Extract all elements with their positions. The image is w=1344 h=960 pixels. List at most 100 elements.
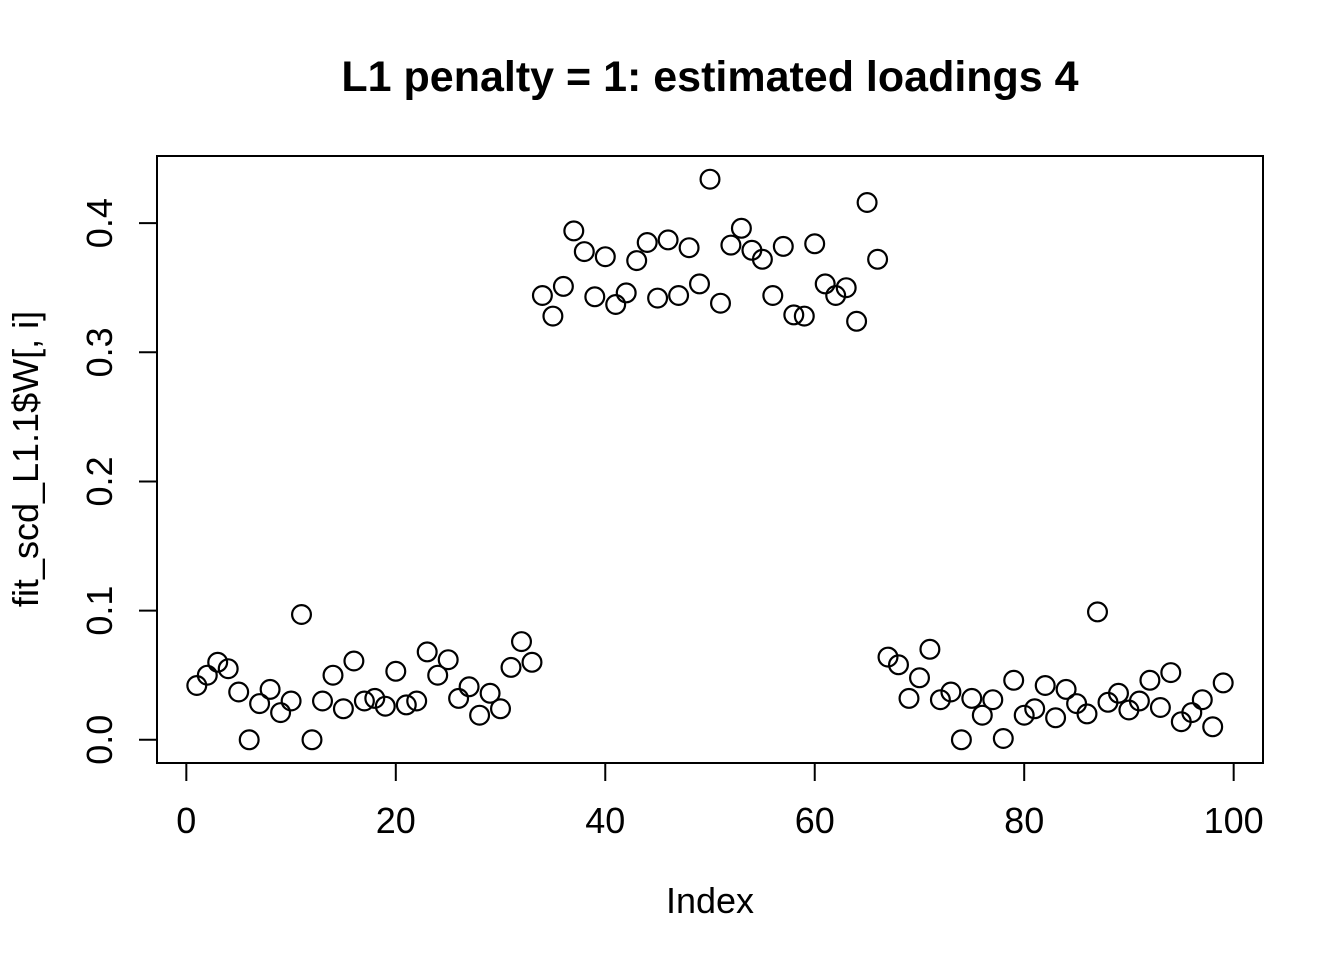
data-point: [699, 168, 721, 190]
plot-frame: [156, 155, 1264, 764]
data-point: [1024, 698, 1046, 720]
data-point: [437, 649, 459, 671]
data-point: [280, 690, 302, 712]
data-point: [1003, 669, 1025, 691]
y-tick-label: 0.0: [79, 715, 120, 765]
data-point: [1191, 689, 1213, 711]
x-tick-label: 60: [795, 800, 835, 841]
data-point: [1139, 669, 1161, 691]
data-point: [563, 220, 585, 242]
data-point: [688, 273, 710, 295]
data-point: [856, 192, 878, 214]
data-point: [186, 674, 208, 696]
y-tick-label: 0.2: [79, 456, 120, 506]
data-point: [982, 689, 1004, 711]
data-point: [772, 235, 794, 257]
data-point: [542, 305, 564, 327]
data-point: [678, 237, 700, 259]
data-point: [217, 658, 239, 680]
x-tick-label: 0: [176, 800, 196, 841]
data-point: [846, 310, 868, 332]
data-point: [908, 667, 930, 689]
data-point: [971, 704, 993, 726]
data-point: [804, 233, 826, 255]
data-point: [343, 650, 365, 672]
data-point: [594, 246, 616, 268]
data-point: [762, 285, 784, 307]
data-point: [353, 690, 375, 712]
data-point: [322, 664, 344, 686]
data-point: [490, 698, 512, 720]
data-point: [1066, 693, 1088, 715]
data-point: [605, 294, 627, 316]
x-tick-label: 20: [376, 800, 416, 841]
data-point: [992, 727, 1014, 749]
data-point: [416, 641, 438, 663]
y-tick-label: 0.1: [79, 586, 120, 636]
data-points: [186, 168, 1234, 751]
data-point: [1045, 707, 1067, 729]
data-point: [1034, 674, 1056, 696]
data-point: [1149, 696, 1171, 718]
data-point: [531, 285, 553, 307]
data-point: [479, 682, 501, 704]
data-point: [793, 305, 815, 327]
data-point: [312, 690, 334, 712]
data-point: [657, 229, 679, 251]
data-point: [228, 681, 250, 703]
data-point: [196, 664, 218, 686]
data-point: [270, 702, 292, 724]
data-point: [720, 234, 742, 256]
y-tick-label: 0.4: [79, 198, 120, 248]
x-tick-label: 80: [1004, 800, 1044, 841]
data-point: [238, 729, 260, 751]
data-point: [814, 273, 836, 295]
data-point: [950, 729, 972, 751]
y-axis: 0.0 0.1 0.2 0.3 0.4: [79, 198, 157, 765]
data-point: [584, 286, 606, 308]
data-point: [207, 651, 229, 673]
data-point: [898, 687, 920, 709]
data-point: [510, 631, 532, 653]
data-point: [1160, 662, 1182, 684]
data-point: [1181, 702, 1203, 724]
data-point: [521, 651, 543, 673]
data-point: [877, 646, 899, 668]
x-tick-label: 100: [1204, 800, 1264, 841]
data-point: [406, 690, 428, 712]
data-point: [259, 678, 281, 700]
data-point: [919, 638, 941, 660]
data-point: [929, 689, 951, 711]
data-point: [961, 687, 983, 709]
data-point: [332, 698, 354, 720]
data-point: [458, 676, 480, 698]
data-point: [867, 248, 889, 270]
data-point: [374, 695, 396, 717]
data-point: [783, 304, 805, 326]
data-point: [1202, 716, 1224, 738]
data-point: [835, 277, 857, 299]
y-tick-label: 0.3: [79, 327, 120, 377]
x-axis-label: Index: [666, 880, 754, 921]
data-point: [647, 287, 669, 309]
data-point: [1107, 682, 1129, 704]
data-point: [301, 729, 323, 751]
data-point: [364, 687, 386, 709]
data-point: [1212, 672, 1234, 694]
data-point: [552, 275, 574, 297]
y-axis-label: fit_scd_L1.1$W[, i]: [5, 311, 46, 607]
data-point: [291, 603, 313, 625]
data-point: [427, 664, 449, 686]
data-point: [730, 217, 752, 239]
plot-title: L1 penalty = 1: estimated loadings 4: [341, 53, 1078, 101]
data-point: [573, 241, 595, 263]
data-point: [1055, 678, 1077, 700]
x-tick-label: 40: [585, 800, 625, 841]
data-point: [825, 285, 847, 307]
data-point: [940, 681, 962, 703]
data-point: [626, 250, 648, 272]
data-point: [469, 704, 491, 726]
data-point: [668, 285, 690, 307]
data-point: [500, 656, 522, 678]
